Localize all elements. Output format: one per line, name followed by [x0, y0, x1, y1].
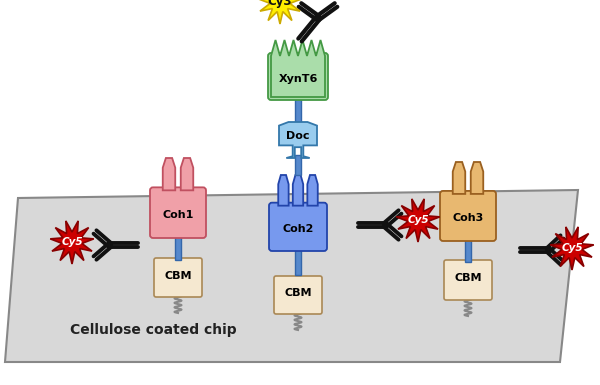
Polygon shape [181, 158, 193, 190]
Polygon shape [258, 0, 302, 24]
Polygon shape [550, 227, 594, 270]
Polygon shape [453, 162, 465, 194]
Polygon shape [471, 162, 483, 194]
Text: Coh3: Coh3 [452, 213, 484, 223]
Polygon shape [163, 158, 175, 190]
Text: Cy3: Cy3 [268, 0, 292, 8]
Polygon shape [5, 190, 578, 362]
FancyBboxPatch shape [295, 248, 301, 275]
Text: CBM: CBM [284, 288, 312, 298]
Polygon shape [307, 175, 318, 206]
Text: Doc: Doc [286, 131, 310, 141]
FancyBboxPatch shape [154, 258, 202, 297]
Polygon shape [271, 40, 325, 97]
FancyBboxPatch shape [150, 187, 206, 238]
FancyBboxPatch shape [295, 155, 301, 175]
Text: XynT6: XynT6 [278, 74, 317, 84]
Text: Cy5: Cy5 [407, 215, 429, 225]
Text: CBM: CBM [164, 271, 192, 281]
Polygon shape [396, 199, 440, 242]
FancyBboxPatch shape [440, 191, 496, 241]
FancyBboxPatch shape [295, 95, 301, 125]
Text: Coh2: Coh2 [283, 224, 314, 234]
Text: Cy5: Cy5 [561, 243, 583, 253]
Polygon shape [279, 122, 317, 158]
Text: CBM: CBM [454, 273, 482, 283]
Text: Cy5: Cy5 [61, 237, 83, 247]
Polygon shape [50, 221, 94, 264]
FancyBboxPatch shape [274, 276, 322, 314]
Text: Coh1: Coh1 [163, 210, 194, 220]
FancyBboxPatch shape [465, 238, 471, 262]
FancyBboxPatch shape [444, 260, 492, 300]
FancyBboxPatch shape [268, 53, 328, 100]
FancyBboxPatch shape [269, 203, 327, 251]
Polygon shape [293, 175, 303, 206]
FancyBboxPatch shape [175, 232, 181, 260]
Polygon shape [278, 175, 289, 206]
Text: Cellulose coated chip: Cellulose coated chip [70, 323, 236, 337]
